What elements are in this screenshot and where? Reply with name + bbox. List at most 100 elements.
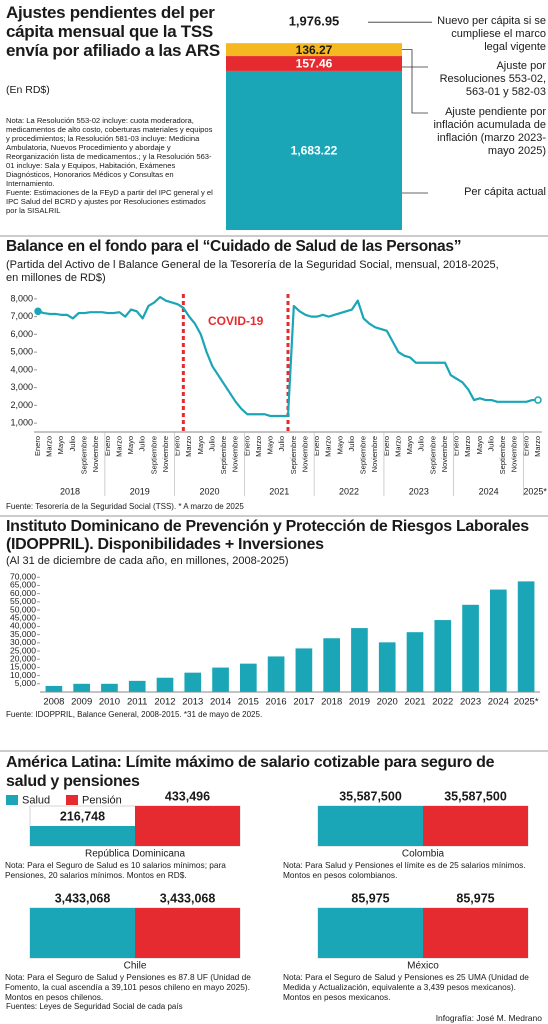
x-tick-label: Marzo	[45, 436, 54, 457]
legend-swatch	[66, 795, 78, 805]
bar	[318, 908, 423, 958]
legend-label: Salud	[22, 794, 50, 806]
subtitle: (Partida del Activo de l Balance General…	[6, 259, 499, 284]
notes: Nota: La Resolución 553-02 incluye: cuot…	[6, 116, 218, 215]
y-tick-label: 5,000	[15, 678, 37, 688]
note: Nota: La Resolución 553-02 incluye: cuot…	[6, 116, 213, 188]
x-tick-label: Julio	[68, 436, 77, 451]
x-tick-label: Mayo	[56, 436, 65, 454]
bar	[423, 908, 528, 958]
value-label: 157.46	[296, 57, 333, 71]
x-tick-label: Mayo	[475, 436, 484, 454]
year-label: 2018	[60, 486, 80, 496]
x-tick-label: Noviembre	[440, 436, 449, 472]
x-tick-label: Julio	[138, 436, 147, 451]
bar	[30, 826, 135, 846]
series-name: Per cápita actual	[464, 186, 546, 198]
x-tick-label: Enero	[242, 436, 251, 456]
bar	[434, 620, 452, 692]
value-label: 35,587,500	[339, 789, 402, 803]
x-tick-label: Marzo	[254, 436, 263, 457]
y-tick-label: 30,000	[10, 637, 36, 647]
x-tick-label: 2024	[488, 697, 509, 708]
bar	[156, 677, 174, 692]
y-tick-label: 35,000	[10, 629, 36, 639]
value-label: 433,496	[165, 789, 210, 803]
y-tick-label: 2,000	[10, 400, 33, 410]
bar-segment	[226, 70, 402, 231]
x-tick-label: 2015	[238, 697, 259, 708]
y-tick-label: 6,000	[10, 329, 33, 339]
bar	[30, 908, 135, 958]
x-tick-label: 2014	[210, 697, 231, 708]
source: Fuente: Estimaciones de la FEyD a partir…	[6, 188, 213, 215]
y-tick-label: 65,000	[10, 580, 36, 590]
y-tick-label: 40,000	[10, 621, 36, 631]
value-label: 85,975	[351, 891, 389, 905]
y-tick-label: 15,000	[10, 662, 36, 672]
panel-label: República Dominicana	[85, 849, 185, 860]
panel-label: Chile	[124, 961, 147, 972]
x-tick-label: 2021	[404, 697, 425, 708]
year-label: 2024	[479, 486, 499, 496]
x-tick-label: 2010	[99, 697, 120, 708]
bar	[462, 604, 479, 692]
x-tick-label: Enero	[312, 436, 321, 456]
x-tick-label: Noviembre	[231, 436, 240, 472]
year-label: 2022	[339, 486, 359, 496]
y-tick-label: 4,000	[10, 364, 33, 374]
bar	[101, 683, 118, 692]
value-label: 85,975	[456, 891, 494, 905]
bar	[295, 648, 313, 692]
x-tick-label: Noviembre	[510, 436, 519, 472]
y-tick-label: 25,000	[10, 645, 36, 655]
x-tick-label: Julio	[277, 436, 286, 451]
title: Instituto Dominicano de Prevención y Pro…	[6, 518, 529, 553]
line	[37, 296, 538, 418]
x-tick-label: Marzo	[533, 436, 542, 457]
year-label: 2021	[269, 486, 289, 496]
year-label: 2023	[409, 486, 429, 496]
bar-segment	[226, 43, 402, 57]
x-tick-label: Septiembre	[428, 436, 437, 474]
x-tick-label: Marzo	[463, 436, 472, 457]
year-label: 2019	[130, 486, 150, 496]
value-label: 3,433,068	[160, 891, 216, 905]
y-tick-label: 55,000	[10, 596, 36, 606]
bar	[212, 667, 229, 692]
x-tick-label: Julio	[207, 436, 216, 451]
y-tick-label: 50,000	[10, 604, 36, 614]
bar	[184, 672, 202, 692]
x-tick-label: 2013	[182, 697, 203, 708]
y-tick-label: 45,000	[10, 613, 36, 623]
title: Balance en el fondo para el “Cuidado de …	[6, 238, 462, 255]
y-tick-label: 3,000	[10, 382, 33, 392]
total-annotation: Nuevo per cápita si se cumpliese el marc…	[437, 15, 546, 54]
bar	[267, 656, 285, 692]
x-tick-label: 2018	[321, 697, 342, 708]
x-tick-label: 2012	[154, 697, 175, 708]
y-tick-label: 70,000	[10, 572, 36, 582]
value-label: 216,748	[60, 809, 105, 823]
bar	[490, 589, 507, 692]
series-name: Ajuste pendiente por inflación acumulada…	[433, 106, 546, 157]
value-label: 1,683.22	[291, 144, 338, 158]
x-tick-label: 2008	[43, 697, 64, 708]
total-label: 1,976.95	[289, 14, 340, 29]
panel-note: Nota: Para el Seguro de Salud y Pensione…	[5, 972, 251, 1002]
panel-note: Nota: Para Salud y Pensiones el límite e…	[283, 860, 526, 880]
x-tick-label: Septiembre	[149, 436, 158, 474]
bar-segment	[226, 56, 402, 71]
panel-note: Nota: Para el Seguro de Salud es 10 sala…	[5, 860, 226, 880]
x-tick-label: Enero	[452, 436, 461, 456]
x-tick-label: Mayo	[126, 436, 135, 454]
x-tick-label: Enero	[103, 436, 112, 456]
panel-note: Nota: Para el Seguro de Salud y Pensione…	[283, 972, 529, 1002]
x-tick-label: 2019	[349, 697, 370, 708]
x-tick-label: Mayo	[335, 436, 344, 454]
x-tick-label: 2016	[266, 697, 287, 708]
x-tick-label: Enero	[521, 436, 530, 456]
bar	[318, 806, 423, 846]
